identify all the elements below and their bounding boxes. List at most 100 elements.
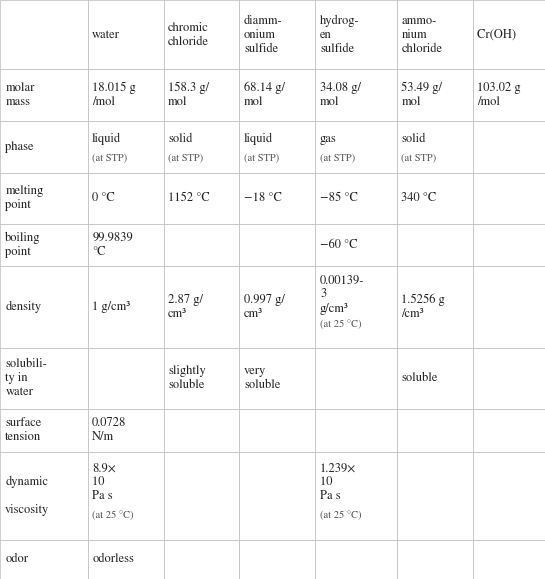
Bar bbox=[315, 409, 397, 452]
Text: 1 g/cm³: 1 g/cm³ bbox=[92, 301, 130, 313]
Text: 103.02 g
/mol: 103.02 g /mol bbox=[477, 82, 520, 108]
Bar bbox=[0, 0, 88, 69]
Bar bbox=[239, 452, 315, 540]
Bar bbox=[164, 69, 239, 121]
Bar bbox=[88, 409, 164, 452]
Text: (at STP): (at STP) bbox=[92, 153, 128, 163]
Text: 1.239×
10⁻⁵
Pa s: 1.239× 10⁻⁵ Pa s bbox=[320, 463, 356, 503]
Text: 0.0728
N/m: 0.0728 N/m bbox=[92, 417, 126, 443]
Bar bbox=[397, 69, 473, 121]
Text: 0 °C: 0 °C bbox=[92, 192, 115, 204]
Bar bbox=[88, 223, 164, 266]
Text: soluble: soluble bbox=[402, 372, 438, 384]
Text: diamm-
onium
sulfide: diamm- onium sulfide bbox=[244, 15, 282, 54]
Bar bbox=[88, 347, 164, 409]
Bar bbox=[473, 0, 545, 69]
Bar bbox=[88, 452, 164, 540]
Bar bbox=[164, 409, 239, 452]
Text: liquid: liquid bbox=[244, 133, 273, 145]
Bar bbox=[239, 266, 315, 347]
Text: dynamic

viscosity: dynamic viscosity bbox=[5, 475, 50, 516]
Bar bbox=[88, 540, 164, 579]
Bar bbox=[0, 540, 88, 579]
Text: melting
point: melting point bbox=[5, 185, 44, 211]
Text: solid: solid bbox=[168, 133, 192, 145]
Bar bbox=[164, 0, 239, 69]
Bar bbox=[0, 347, 88, 409]
Bar bbox=[473, 121, 545, 173]
Text: chromic
chloride: chromic chloride bbox=[168, 22, 209, 47]
Text: odor: odor bbox=[5, 554, 28, 566]
Text: solubili-
ty in
water: solubili- ty in water bbox=[5, 358, 47, 398]
Bar bbox=[315, 347, 397, 409]
Text: 1.5256 g
/cm³: 1.5256 g /cm³ bbox=[402, 294, 445, 320]
Bar bbox=[473, 452, 545, 540]
Text: water: water bbox=[92, 29, 120, 41]
Bar bbox=[0, 223, 88, 266]
Bar bbox=[239, 69, 315, 121]
Text: (at STP): (at STP) bbox=[244, 153, 279, 163]
Bar bbox=[239, 0, 315, 69]
Text: surface
tension: surface tension bbox=[5, 417, 41, 443]
Bar bbox=[164, 223, 239, 266]
Bar bbox=[88, 266, 164, 347]
Bar bbox=[397, 452, 473, 540]
Bar bbox=[397, 0, 473, 69]
Bar bbox=[239, 347, 315, 409]
Text: solid: solid bbox=[402, 133, 426, 145]
Bar bbox=[397, 173, 473, 223]
Bar bbox=[397, 223, 473, 266]
Text: −85 °C: −85 °C bbox=[320, 192, 358, 204]
Bar bbox=[397, 266, 473, 347]
Bar bbox=[473, 540, 545, 579]
Text: (at STP): (at STP) bbox=[168, 153, 203, 163]
Text: 18.015 g
/mol: 18.015 g /mol bbox=[92, 82, 136, 108]
Bar bbox=[88, 121, 164, 173]
Bar bbox=[239, 121, 315, 173]
Bar bbox=[239, 173, 315, 223]
Text: −60 °C: −60 °C bbox=[320, 239, 358, 251]
Bar bbox=[473, 173, 545, 223]
Text: 1152 °C: 1152 °C bbox=[168, 192, 210, 204]
Text: 158.3 g/
mol: 158.3 g/ mol bbox=[168, 82, 209, 108]
Bar bbox=[0, 121, 88, 173]
Bar bbox=[164, 452, 239, 540]
Text: 8.9×
10⁻⁴
Pa s: 8.9× 10⁻⁴ Pa s bbox=[92, 463, 116, 503]
Bar bbox=[315, 223, 397, 266]
Bar bbox=[0, 69, 88, 121]
Bar bbox=[88, 173, 164, 223]
Bar bbox=[315, 540, 397, 579]
Bar bbox=[239, 540, 315, 579]
Bar bbox=[88, 69, 164, 121]
Bar bbox=[397, 540, 473, 579]
Bar bbox=[397, 409, 473, 452]
Bar bbox=[0, 409, 88, 452]
Bar bbox=[473, 409, 545, 452]
Text: ammo-
nium
chloride: ammo- nium chloride bbox=[402, 15, 443, 54]
Text: (at STP): (at STP) bbox=[320, 153, 355, 163]
Bar bbox=[164, 347, 239, 409]
Bar bbox=[315, 121, 397, 173]
Bar bbox=[0, 452, 88, 540]
Text: (at 25 °C): (at 25 °C) bbox=[320, 320, 361, 329]
Text: slightly
soluble: slightly soluble bbox=[168, 365, 206, 391]
Bar bbox=[164, 540, 239, 579]
Text: (at 25 °C): (at 25 °C) bbox=[320, 511, 361, 520]
Bar bbox=[315, 0, 397, 69]
Text: (at 25 °C): (at 25 °C) bbox=[92, 511, 134, 520]
Text: very
soluble: very soluble bbox=[244, 365, 280, 391]
Text: hydrog-
en
sulfide: hydrog- en sulfide bbox=[320, 14, 360, 55]
Text: 0.00139-
3
g/cm³: 0.00139- 3 g/cm³ bbox=[320, 274, 365, 314]
Text: boiling
point: boiling point bbox=[5, 232, 41, 258]
Bar bbox=[315, 173, 397, 223]
Bar bbox=[315, 452, 397, 540]
Bar bbox=[473, 69, 545, 121]
Text: liquid: liquid bbox=[92, 133, 122, 145]
Text: phase: phase bbox=[5, 141, 34, 153]
Bar bbox=[0, 173, 88, 223]
Bar bbox=[315, 266, 397, 347]
Bar bbox=[88, 0, 164, 69]
Text: Cr(OH)₃: Cr(OH)₃ bbox=[477, 29, 519, 41]
Bar bbox=[397, 121, 473, 173]
Bar bbox=[397, 347, 473, 409]
